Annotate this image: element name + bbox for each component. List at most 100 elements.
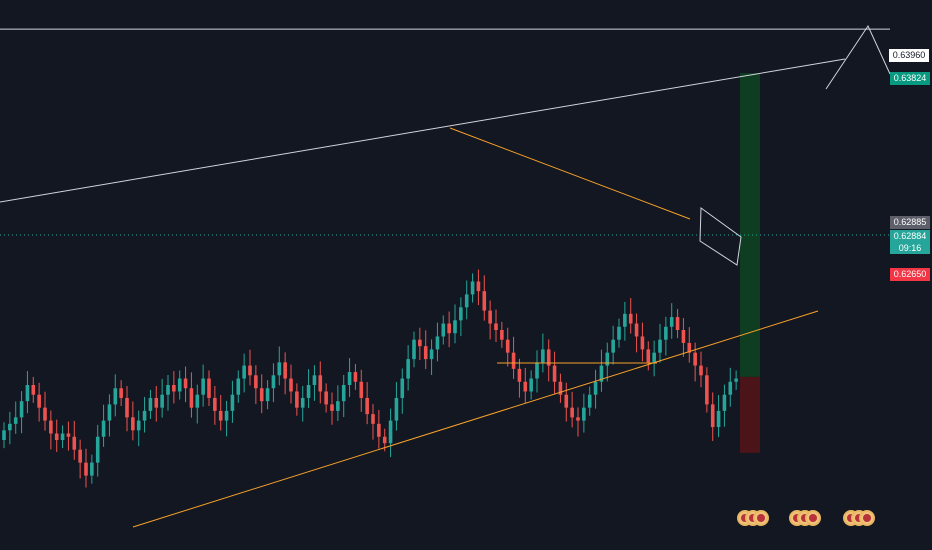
candle-body xyxy=(277,362,282,376)
candle-body xyxy=(564,394,569,408)
calendar-event-icon[interactable] xyxy=(805,510,821,526)
candle-body xyxy=(166,385,170,395)
candle-body xyxy=(324,391,328,405)
target-zone xyxy=(740,73,760,377)
candle-body xyxy=(693,352,697,366)
candle-body xyxy=(13,417,18,424)
candle-body xyxy=(710,404,715,428)
upper-channel-line xyxy=(0,58,846,203)
countdown-timer: 09:16 xyxy=(898,243,922,253)
candle-body xyxy=(107,404,112,421)
calendar-event-icon[interactable] xyxy=(859,510,875,526)
candle-body xyxy=(306,385,311,398)
stop-price-label: 0.62650 xyxy=(890,268,930,281)
candle-body xyxy=(295,391,299,408)
candle-body xyxy=(511,352,516,369)
candle-body xyxy=(136,420,141,431)
candle-body xyxy=(8,423,12,431)
candle-body xyxy=(570,407,574,418)
candle-body xyxy=(19,401,24,418)
candle-body xyxy=(300,397,305,408)
candle-body xyxy=(640,336,645,350)
candle-body xyxy=(365,397,369,415)
candle-body xyxy=(265,388,270,402)
bull-flag-pattern xyxy=(699,207,742,266)
projection-path xyxy=(825,24,891,90)
candle-body xyxy=(582,407,586,421)
candle-body xyxy=(388,420,393,444)
candle-body xyxy=(634,323,639,337)
candle-body xyxy=(587,394,592,408)
candle-body xyxy=(488,310,492,324)
candle-body xyxy=(552,365,557,382)
candle-body xyxy=(160,394,164,408)
candle-body xyxy=(412,339,416,360)
candle-body xyxy=(201,378,205,395)
candle-body xyxy=(500,330,504,340)
calendar-event-icon[interactable] xyxy=(753,510,769,526)
candle-body xyxy=(505,339,510,353)
candle-body xyxy=(517,368,522,382)
candle-body xyxy=(418,339,422,347)
candle-body xyxy=(476,281,481,292)
candle-body xyxy=(183,378,188,389)
lower-channel-line xyxy=(132,310,819,528)
candle-body xyxy=(172,385,176,392)
candle-body xyxy=(101,420,106,437)
candle-body xyxy=(459,307,463,321)
last-marker-label: 0.62885 xyxy=(890,216,930,229)
candle-body xyxy=(189,388,194,408)
candle-body xyxy=(382,436,387,444)
candle-body xyxy=(494,323,498,330)
candle-body xyxy=(142,410,147,421)
candle-body xyxy=(119,388,123,398)
candle-body xyxy=(470,281,475,295)
candle-body xyxy=(236,378,241,395)
candle-body xyxy=(259,388,264,402)
candle-body xyxy=(394,397,399,421)
candle-body xyxy=(283,362,287,379)
candle-body xyxy=(541,349,545,363)
candle-body xyxy=(728,381,733,395)
candle-body xyxy=(406,359,410,379)
candle-body xyxy=(341,385,346,402)
candle-body xyxy=(95,436,100,463)
candle-body xyxy=(347,372,352,385)
candle-body xyxy=(312,375,317,385)
candle-body xyxy=(664,326,668,340)
candle-body xyxy=(213,397,217,411)
candle-body xyxy=(453,320,457,334)
candle-body xyxy=(66,433,71,437)
candle-body xyxy=(242,365,246,379)
trend-lines xyxy=(0,24,891,528)
candle-body xyxy=(218,410,223,421)
current-price-label: 0.62884 09:16 xyxy=(890,230,930,254)
candle-body xyxy=(248,365,252,376)
candle-body xyxy=(558,381,563,395)
candle-body xyxy=(699,365,703,376)
candle-body xyxy=(131,417,135,431)
candle-body xyxy=(705,375,709,405)
candle-body xyxy=(599,365,604,382)
candle-body xyxy=(31,385,36,395)
candle-body xyxy=(54,433,59,440)
candle-body xyxy=(78,449,82,463)
candle-body xyxy=(628,313,633,324)
candle-body xyxy=(429,349,434,360)
candle-body xyxy=(435,336,440,350)
candle-body xyxy=(523,381,528,392)
candle-body xyxy=(605,352,610,366)
candle-body xyxy=(482,291,487,311)
candle-body xyxy=(230,394,235,411)
candle-body xyxy=(43,407,47,421)
candle-body xyxy=(195,394,200,408)
level-0.63960-label: 0.63960 xyxy=(888,48,930,63)
candle-body xyxy=(90,462,94,476)
candle-body xyxy=(49,420,53,434)
candle-body xyxy=(224,410,229,421)
candle-body xyxy=(669,317,674,327)
candle-body xyxy=(154,397,159,408)
candle-body xyxy=(353,372,358,382)
candle-body xyxy=(535,362,539,379)
